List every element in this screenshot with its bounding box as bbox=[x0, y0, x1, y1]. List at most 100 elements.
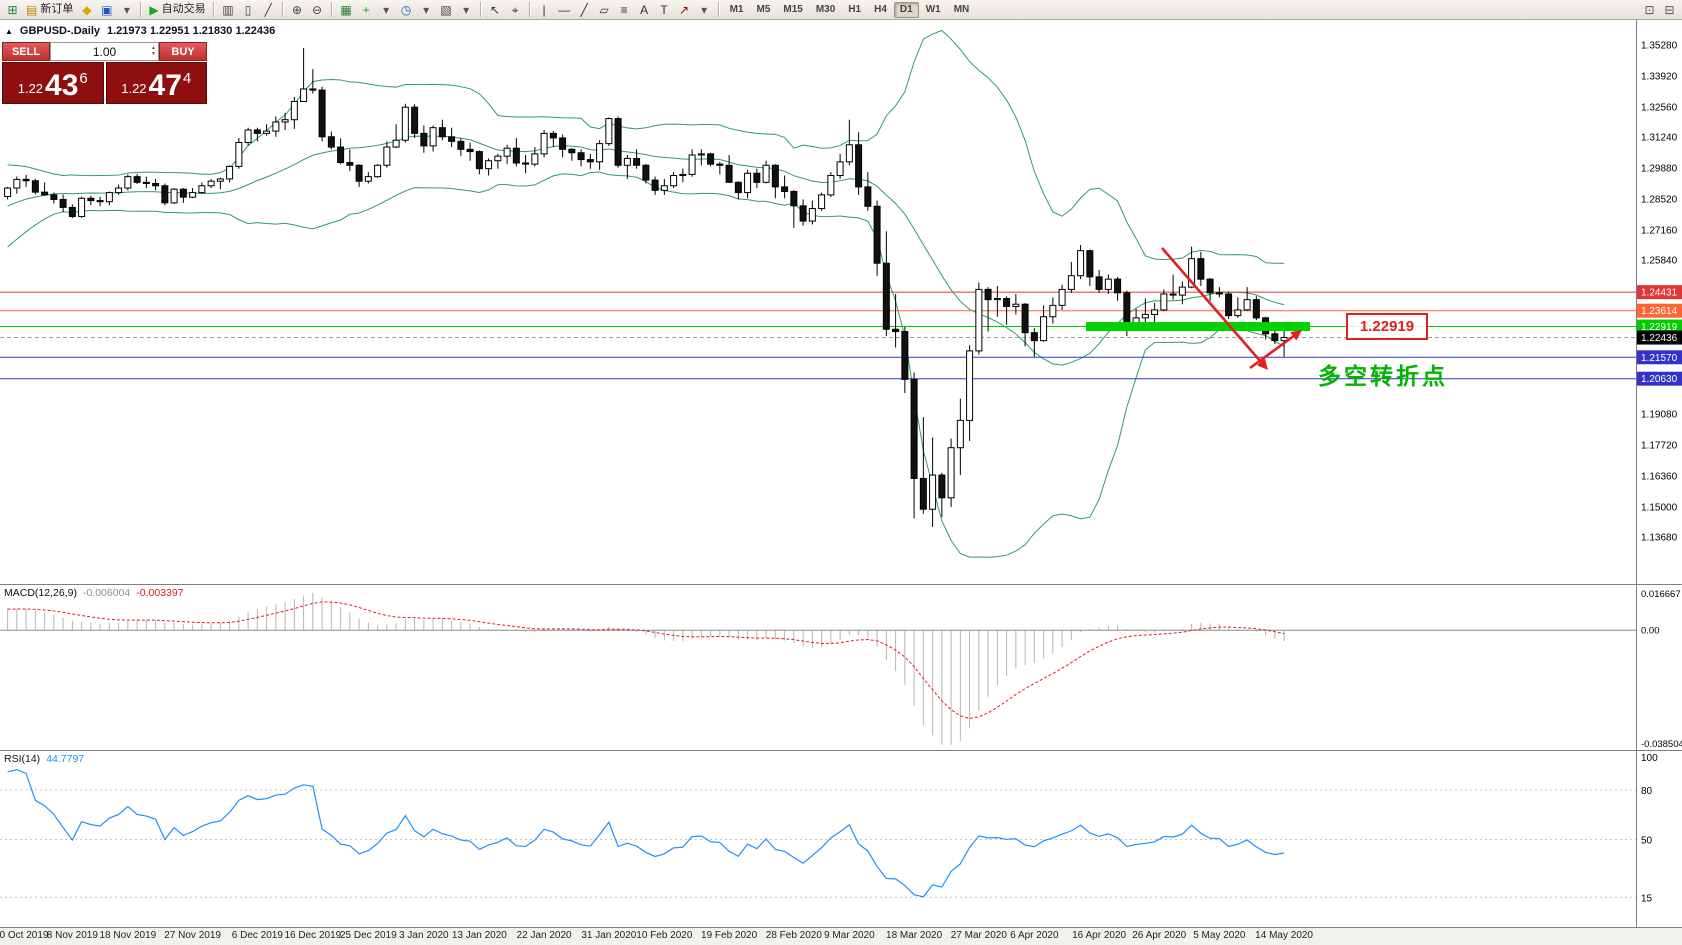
sell-price-display[interactable]: 1.22 43 6 bbox=[2, 62, 104, 104]
window-icon-2[interactable]: ⊟ bbox=[1660, 1, 1679, 18]
line-chart-icon[interactable]: ╱ bbox=[259, 1, 278, 18]
trend-arrow-head bbox=[1256, 358, 1268, 370]
rsi-label: RSI(14) 44.7797 bbox=[4, 753, 84, 765]
macd-panel[interactable]: 0.016667 0.00 -0.038504 MACD(12,26,9) -0.0… bbox=[0, 584, 1682, 751]
label-icon: T bbox=[660, 2, 668, 17]
date-label: 27 Mar 2020 bbox=[950, 930, 1007, 941]
timeframe-button-h4[interactable]: H4 bbox=[868, 2, 893, 18]
bar-chart-icon[interactable]: ▥ bbox=[219, 1, 238, 18]
price-chart[interactable]: 1.35280 1.33920 1.32560 1.31240 1.29880 1.285… bbox=[0, 20, 1682, 584]
toolbar-separator bbox=[479, 2, 482, 17]
fibonacci-icon[interactable]: ≡ bbox=[615, 1, 634, 18]
chart-collapse-icon[interactable]: ▲ bbox=[5, 26, 13, 36]
chevron-down-icon[interactable]: ▾ bbox=[695, 1, 714, 18]
rsi-chart[interactable]: 100 80 50 15 bbox=[0, 751, 1682, 928]
cursor-icon[interactable]: ↖ bbox=[486, 1, 505, 18]
chevron-down-icon[interactable]: ▾ bbox=[457, 1, 476, 18]
crosshair-icon[interactable]: ⌖ bbox=[506, 1, 525, 18]
new-order-icon: ▤ bbox=[26, 2, 38, 17]
toolbar-separator bbox=[140, 2, 143, 17]
trend-arrow-line[interactable] bbox=[1249, 333, 1298, 370]
toolbar-left-group: ⊞ ▤ 新订单 ◆ ▣ ▾ ▶ 自动交易 ▥ ▯ ╱ ⊕ ⊖ ▦ + ▾ ◷ ▾ ▧ ▾ ↖ ⌖ | — ╱ ▱ ≡ A T ↗ ▾ bbox=[3, 1, 723, 18]
trendline-icon: ╱ bbox=[580, 2, 588, 17]
date-label: 26 Apr 2020 bbox=[1132, 930, 1187, 941]
spinner-up-icon[interactable]: ▲ bbox=[151, 45, 156, 51]
channel-icon[interactable]: ▱ bbox=[595, 1, 614, 18]
favorites-icon[interactable]: ◆ bbox=[77, 1, 96, 18]
chart-title: ▲ GBPUSD-.Daily 1.21973 1.22951 1.21830 … bbox=[5, 25, 275, 37]
date-label: 14 May 2020 bbox=[1255, 930, 1314, 941]
auto-trading-button[interactable]: ▶ 自动交易 bbox=[146, 1, 208, 18]
label-icon[interactable]: T bbox=[655, 1, 674, 18]
price-callout[interactable]: 1.22919 bbox=[1346, 313, 1428, 340]
arrows-icon[interactable]: ↗ bbox=[675, 1, 694, 18]
price-axis-label: 1.17720 bbox=[1641, 440, 1678, 451]
bollinger-upper-band bbox=[7, 29, 1285, 264]
price-axis-label: 1.31240 bbox=[1641, 133, 1678, 144]
tile-windows-icon[interactable]: ▦ bbox=[337, 1, 356, 18]
periods-icon[interactable]: ◷ bbox=[397, 1, 416, 18]
annotation-note[interactable]: 多空转折点 bbox=[1318, 363, 1448, 389]
trend-arrow-head bbox=[1290, 330, 1302, 341]
window-icon-1-icon: ⊡ bbox=[1644, 2, 1655, 17]
macd-chart[interactable]: 0.016667 0.00 -0.038504 bbox=[0, 585, 1682, 751]
timeframe-button-d1[interactable]: D1 bbox=[893, 1, 919, 18]
window-icon-1[interactable]: ⊡ bbox=[1640, 1, 1659, 18]
sell-button[interactable]: SELL bbox=[2, 42, 50, 61]
trend-arrow-line[interactable] bbox=[1161, 247, 1265, 366]
favorites-icon: ◆ bbox=[82, 2, 92, 17]
rsi-panel[interactable]: 100 80 50 15 RSI(14) 44.7797 bbox=[0, 750, 1682, 928]
zoom-out-icon[interactable]: ⊖ bbox=[308, 1, 327, 18]
price-axis-label: 1.13680 bbox=[1641, 533, 1678, 544]
price-axis-label: 1.16360 bbox=[1641, 471, 1678, 482]
macd-signal-line bbox=[7, 601, 1285, 719]
sell-price-big: 43 bbox=[45, 69, 79, 102]
volume-spinner[interactable]: ▲ ▼ bbox=[151, 45, 156, 57]
horizontal-line-icon[interactable]: — bbox=[555, 1, 574, 18]
buy-button[interactable]: BUY bbox=[159, 42, 207, 61]
price-tag-label: 1.22919 bbox=[1641, 322, 1678, 333]
date-label: 5 May 2020 bbox=[1193, 930, 1246, 941]
cursor-icon: ↖ bbox=[490, 2, 501, 17]
line-chart-icon: ╱ bbox=[264, 2, 272, 17]
main-chart-panel[interactable]: 1.35280 1.33920 1.32560 1.31240 1.29880 1.285… bbox=[0, 20, 1682, 584]
vertical-line-icon: | bbox=[542, 2, 546, 17]
timeframe-button-h1[interactable]: H1 bbox=[842, 2, 867, 18]
rsi-value: 44.7797 bbox=[46, 753, 85, 765]
date-label: 18 Nov 2019 bbox=[99, 930, 157, 941]
macd-label: MACD(12,26,9) -0.006004 -0.003397 bbox=[4, 587, 184, 599]
market-watch-icon[interactable]: ▣ bbox=[97, 1, 116, 18]
chevron-down-icon[interactable]: ▾ bbox=[117, 1, 136, 18]
templates-icon[interactable]: ▧ bbox=[437, 1, 456, 18]
window-icon-2-icon: ⊟ bbox=[1664, 2, 1675, 17]
date-label: 22 Jan 2020 bbox=[516, 930, 572, 941]
new-order-button[interactable]: ▤ 新订单 bbox=[23, 1, 76, 18]
indicators-icon[interactable]: + bbox=[357, 1, 376, 18]
date-label: 9 Mar 2020 bbox=[824, 930, 875, 941]
candlestick-chart-icon[interactable]: ▯ bbox=[239, 1, 258, 18]
vertical-line-icon[interactable]: | bbox=[535, 1, 554, 18]
price-tag-label: 1.22436 bbox=[1641, 333, 1678, 344]
text-icon[interactable]: A bbox=[635, 1, 654, 18]
bollinger-lower-band bbox=[7, 171, 1285, 558]
new-chart-icon[interactable]: ⊞ bbox=[3, 1, 22, 18]
volume-input[interactable]: 1.00 ▲ ▼ bbox=[50, 42, 159, 61]
timeframe-button-m15[interactable]: M15 bbox=[777, 2, 808, 18]
price-axis-label: 1.27160 bbox=[1641, 225, 1678, 236]
buy-price-display[interactable]: 1.22 47 4 bbox=[105, 62, 207, 104]
timeframe-button-w1[interactable]: W1 bbox=[920, 2, 947, 18]
timeframe-button-m30[interactable]: M30 bbox=[810, 2, 841, 18]
zoom-in-icon: ⊕ bbox=[292, 2, 303, 17]
spinner-down-icon[interactable]: ▼ bbox=[151, 51, 156, 57]
zoom-in-icon[interactable]: ⊕ bbox=[288, 1, 307, 18]
date-label: 6 Dec 2019 bbox=[231, 930, 283, 941]
macd-value-signal: -0.003397 bbox=[136, 587, 184, 599]
timeframe-button-mn[interactable]: MN bbox=[948, 2, 976, 18]
trendline-icon[interactable]: ╱ bbox=[575, 1, 594, 18]
chevron-down-icon[interactable]: ▾ bbox=[417, 1, 436, 18]
chevron-down-icon[interactable]: ▾ bbox=[377, 1, 396, 18]
timeframe-button-m5[interactable]: M5 bbox=[750, 2, 776, 18]
support-zone[interactable] bbox=[1086, 322, 1310, 332]
timeframe-button-m1[interactable]: M1 bbox=[724, 2, 750, 18]
price-tag bbox=[1637, 285, 1682, 300]
